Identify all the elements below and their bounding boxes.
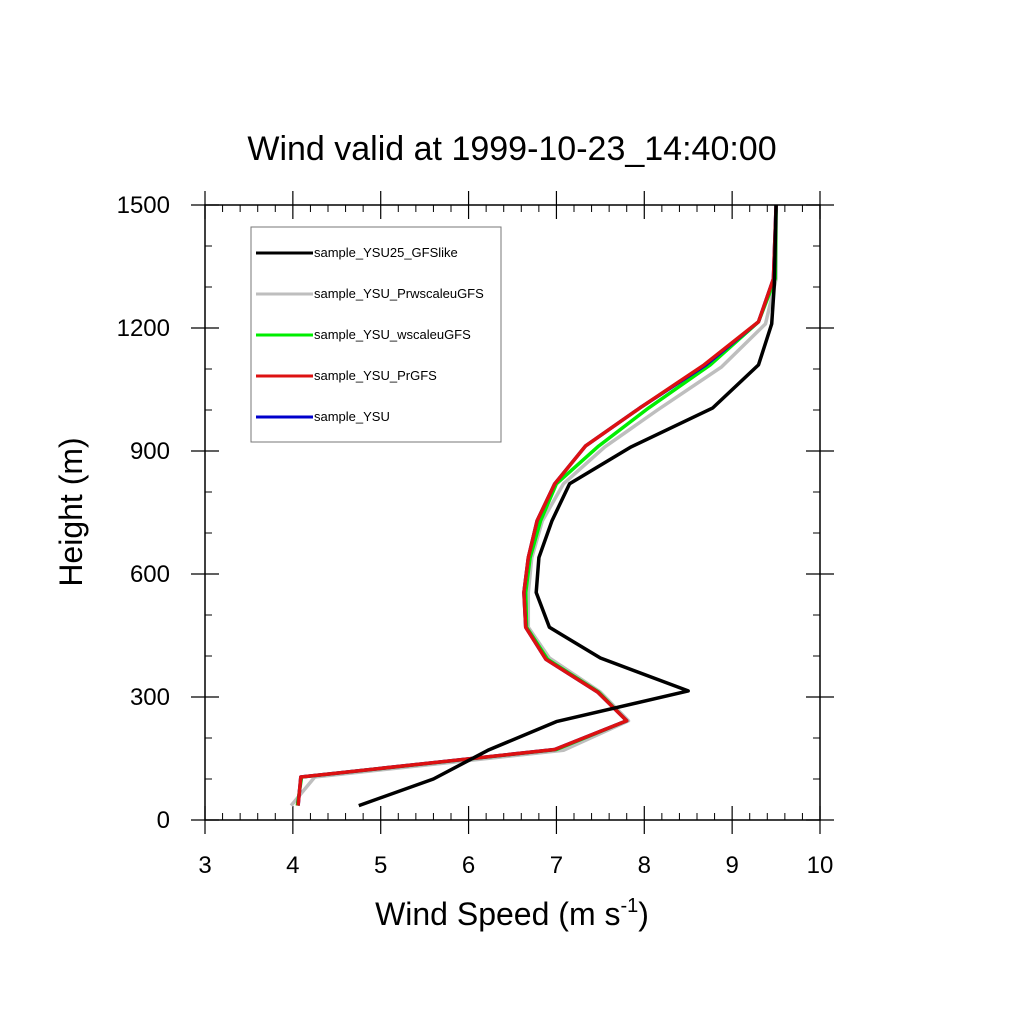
x-tick-label: 8 xyxy=(638,852,651,879)
x-tick-label: 5 xyxy=(374,852,387,879)
y-axis-label: Height (m) xyxy=(53,437,89,586)
legend-label: sample_YSU25_GFSlike xyxy=(314,245,458,260)
series-lines xyxy=(289,204,778,808)
legend-label: sample_YSU_PrGFS xyxy=(314,368,437,383)
legend: sample_YSU25_GFSlike sample_YSU_Prwscaleu… xyxy=(250,226,502,443)
y-tick-label: 0 xyxy=(157,807,170,834)
x-axis-label: Wind Speed (m s-1) xyxy=(375,895,649,932)
minor-ticks xyxy=(205,205,820,820)
y-tick-label: 600 xyxy=(130,561,170,588)
x-tick-label: 3 xyxy=(198,852,211,879)
y-tick-label: 300 xyxy=(130,684,170,711)
x-tick-label: 9 xyxy=(725,852,738,879)
x-tick-label: 10 xyxy=(807,852,834,879)
y-tick-label: 900 xyxy=(130,438,170,465)
x-tick-label: 4 xyxy=(286,852,299,879)
x-tick-labels: 3 4 5 6 7 8 9 10 xyxy=(198,852,833,879)
legend-label: sample_YSU xyxy=(314,409,390,424)
series-line-sample_YSU_PrGFS xyxy=(296,204,778,806)
y-tick-label: 1200 xyxy=(117,315,170,342)
legend-label: sample_YSU_wscaleuGFS xyxy=(314,327,471,342)
y-tick-labels: 0 300 600 900 1200 1500 xyxy=(117,192,170,834)
x-axis-label-superscript: -1 xyxy=(620,895,638,917)
legend-label: sample_YSU_PrwscaleuGFS xyxy=(314,286,484,301)
y-tick-label: 1500 xyxy=(117,192,170,219)
series-line-sample_YSU25_GFSlike xyxy=(358,204,778,808)
plot-frame xyxy=(204,204,821,821)
chart-title: Wind valid at 1999-10-23_14:40:00 xyxy=(247,130,776,168)
x-tick-label: 7 xyxy=(550,852,563,879)
x-tick-label: 6 xyxy=(462,852,475,879)
